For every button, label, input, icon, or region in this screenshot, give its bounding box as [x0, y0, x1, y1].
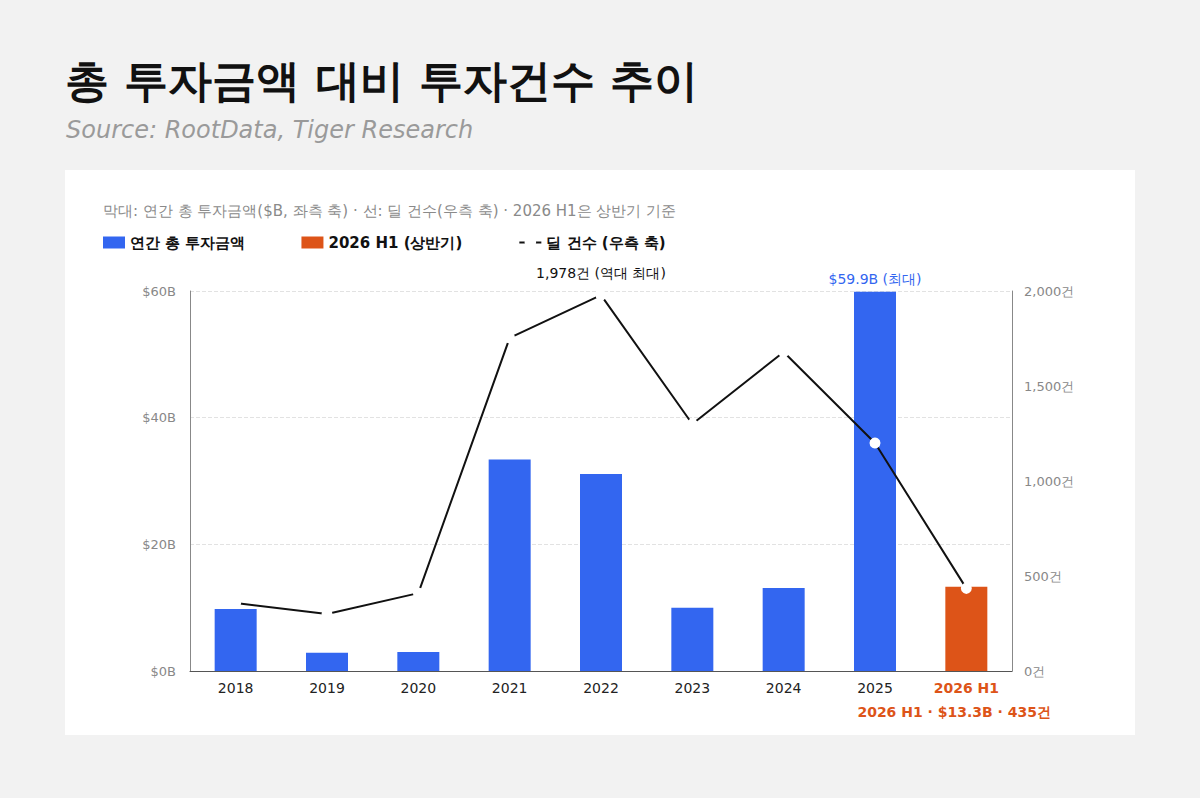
- svg-text:$20B: $20B: [142, 537, 176, 552]
- svg-text:2020: 2020: [401, 680, 437, 696]
- svg-text:2,000건: 2,000건: [1024, 284, 1074, 299]
- svg-text:$40B: $40B: [142, 410, 176, 425]
- svg-text:1,500건: 1,500건: [1024, 379, 1074, 394]
- svg-text:0건: 0건: [1024, 664, 1045, 679]
- svg-text:2023: 2023: [675, 680, 711, 696]
- svg-text:1,000건: 1,000건: [1024, 474, 1074, 489]
- svg-text:2018: 2018: [218, 680, 254, 696]
- svg-text:막대: 연간 총 투자금액($B, 좌측 축) · 선: 딜: 막대: 연간 총 투자금액($B, 좌측 축) · 선: 딜 건수(우측 축) …: [103, 202, 676, 220]
- svg-text:2024: 2024: [766, 680, 802, 696]
- svg-text:1,978건 (역대 최대): 1,978건 (역대 최대): [536, 265, 666, 281]
- html-text:Source: RootData, Tiger Resear: Source: RootData, Tiger Research: [66, 116, 474, 144]
- svg-text:$60B: $60B: [142, 284, 176, 299]
- svg-text:2026 H1 (상반기): 2026 H1 (상반기): [328, 234, 462, 252]
- html-text:총 투자금액 대비 투자건수 추이: 총 투자금액 대비 투자건수 추이: [65, 55, 699, 106]
- svg-text:$59.9B (최대): $59.9B (최대): [828, 271, 921, 287]
- svg-text:500건: 500건: [1024, 569, 1062, 584]
- svg-text:2026 H1: 2026 H1: [934, 680, 999, 696]
- svg-text:2026 H1 · $13.3B · 435건: 2026 H1 · $13.3B · 435건: [857, 704, 1051, 720]
- svg-text:2025: 2025: [857, 680, 893, 696]
- svg-text:$0B: $0B: [151, 664, 176, 679]
- svg-text:딜 건수 (우측 축): 딜 건수 (우측 축): [546, 234, 665, 252]
- svg-text:2022: 2022: [583, 680, 619, 696]
- svg-text:2019: 2019: [309, 680, 345, 696]
- svg-text:2021: 2021: [492, 680, 528, 696]
- svg-text:연간 총 투자금액: 연간 총 투자금액: [130, 234, 245, 252]
